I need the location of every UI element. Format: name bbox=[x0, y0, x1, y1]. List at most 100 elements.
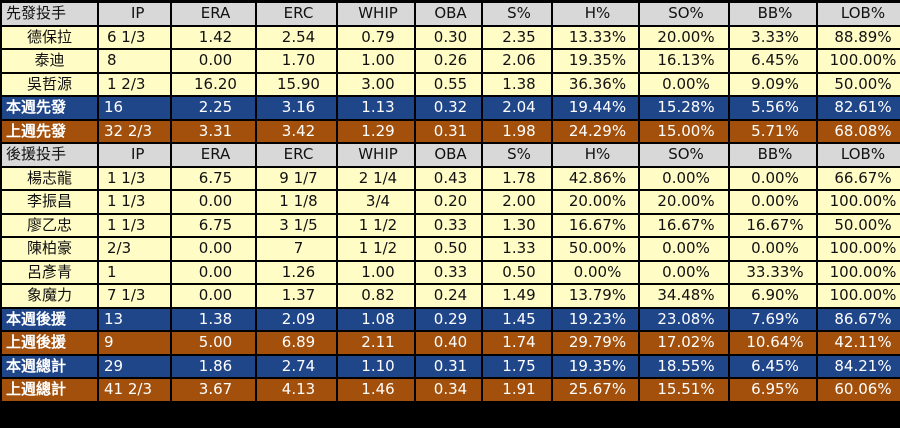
pitcher-name: 象魔力 bbox=[2, 285, 97, 307]
stat-cell: 100.00% bbox=[818, 191, 900, 213]
summary-stat-cell: 84.21% bbox=[818, 355, 900, 377]
summary-stat-cell: 10.64% bbox=[730, 332, 816, 354]
stat-cell: 36.36% bbox=[553, 73, 638, 95]
stat-cell: 13.79% bbox=[553, 285, 638, 307]
stat-cell: 0.55 bbox=[416, 73, 481, 95]
stat-cell: 0.00% bbox=[640, 73, 728, 95]
stat-cell: 34.48% bbox=[640, 285, 728, 307]
summary-stat-cell: 18.55% bbox=[640, 355, 728, 377]
stat-cell: 1.37 bbox=[257, 285, 336, 307]
summary-stat-cell: 6.45% bbox=[730, 355, 816, 377]
column-header-era: ERA bbox=[172, 3, 255, 25]
summary-stat-cell: 1.38 bbox=[172, 308, 255, 330]
summary-stat-cell: 32 2/3 bbox=[99, 120, 170, 142]
column-header-lob-pct: LOB% bbox=[818, 144, 900, 166]
relievers-header-row: 後援投手 IP ERA ERC WHIP OBA S% H% SO% BB% LOB% bbox=[2, 144, 900, 166]
stat-cell: 1.42 bbox=[172, 26, 255, 48]
summary-stat-cell: 60.06% bbox=[818, 379, 900, 401]
stat-cell: 7 1/3 bbox=[99, 285, 170, 307]
stat-cell: 2/3 bbox=[99, 238, 170, 260]
summary-label: 本週總計 bbox=[2, 355, 97, 377]
stat-cell: 6.45% bbox=[730, 50, 816, 72]
summary-stat-cell: 2.74 bbox=[257, 355, 336, 377]
stat-cell: 20.00% bbox=[640, 191, 728, 213]
column-header-ip: IP bbox=[99, 3, 170, 25]
stat-cell: 0.33 bbox=[416, 261, 481, 283]
summary-row: 本週總計 29 1.86 2.74 1.10 0.31 1.75 19.35% 18.55% 6.… bbox=[2, 355, 900, 377]
column-header-s-pct: S% bbox=[483, 144, 551, 166]
summary-stat-cell: 17.02% bbox=[640, 332, 728, 354]
pitcher-name: 呂彥青 bbox=[2, 261, 97, 283]
stat-cell: 0.33 bbox=[416, 214, 481, 236]
summary-stat-cell: 1.46 bbox=[338, 379, 414, 401]
pitcher-name: 陳柏豪 bbox=[2, 238, 97, 260]
summary-stat-cell: 16 bbox=[99, 97, 170, 119]
summary-label: 上週先發 bbox=[2, 120, 97, 142]
pitcher-name: 泰迪 bbox=[2, 50, 97, 72]
column-header-so-pct: SO% bbox=[640, 144, 728, 166]
stat-cell: 0.26 bbox=[416, 50, 481, 72]
stat-cell: 1 1/2 bbox=[338, 238, 414, 260]
summary-label: 上週總計 bbox=[2, 379, 97, 401]
summary-stat-cell: 1.10 bbox=[338, 355, 414, 377]
stat-cell: 0.00% bbox=[640, 167, 728, 189]
summary-stat-cell: 0.32 bbox=[416, 97, 481, 119]
pitcher-row: 象魔力 7 1/3 0.00 1.37 0.82 0.24 1.49 13.79% 34.48%… bbox=[2, 285, 900, 307]
column-header-so-pct: SO% bbox=[640, 3, 728, 25]
stat-cell: 1.78 bbox=[483, 167, 551, 189]
column-header-ip: IP bbox=[99, 144, 170, 166]
summary-stat-cell: 0.34 bbox=[416, 379, 481, 401]
stat-cell: 7 bbox=[257, 238, 336, 260]
summary-stat-cell: 3.31 bbox=[172, 120, 255, 142]
summary-stat-cell: 0.31 bbox=[416, 355, 481, 377]
summary-label: 本週後援 bbox=[2, 308, 97, 330]
stat-cell: 1.33 bbox=[483, 238, 551, 260]
stat-cell: 0.50 bbox=[416, 238, 481, 260]
stat-cell: 3/4 bbox=[338, 191, 414, 213]
stat-cell: 1 1/2 bbox=[338, 214, 414, 236]
stat-cell: 100.00% bbox=[818, 261, 900, 283]
pitcher-row: 廖乙忠 1 1/3 6.75 3 1/5 1 1/2 0.33 1.30 16.67% 16.6… bbox=[2, 214, 900, 236]
summary-stat-cell: 0.31 bbox=[416, 120, 481, 142]
stat-cell: 2.00 bbox=[483, 191, 551, 213]
stat-cell: 6.75 bbox=[172, 167, 255, 189]
summary-stat-cell: 3.42 bbox=[257, 120, 336, 142]
summary-row: 上週總計 41 2/3 3.67 4.13 1.46 0.34 1.91 25.67% 15.5… bbox=[2, 379, 900, 401]
stat-cell: 0.00 bbox=[172, 191, 255, 213]
stat-cell: 0.00 bbox=[172, 285, 255, 307]
stat-cell: 33.33% bbox=[730, 261, 816, 283]
stat-cell: 100.00% bbox=[818, 50, 900, 72]
summary-stat-cell: 19.44% bbox=[553, 97, 638, 119]
pitcher-name: 吳哲源 bbox=[2, 73, 97, 95]
summary-stat-cell: 2.09 bbox=[257, 308, 336, 330]
pitcher-name: 德保拉 bbox=[2, 26, 97, 48]
stat-cell: 20.00% bbox=[640, 26, 728, 48]
pitcher-row: 泰迪 8 0.00 1.70 1.00 0.26 2.06 19.35% 16.13% 6.45%… bbox=[2, 50, 900, 72]
stat-cell: 100.00% bbox=[818, 285, 900, 307]
stat-cell: 2.06 bbox=[483, 50, 551, 72]
summary-stat-cell: 29 bbox=[99, 355, 170, 377]
stat-cell: 0.50 bbox=[483, 261, 551, 283]
column-header-erc: ERC bbox=[257, 144, 336, 166]
summary-stat-cell: 19.23% bbox=[553, 308, 638, 330]
stat-cell: 16.67% bbox=[640, 214, 728, 236]
stat-cell: 1 1/3 bbox=[99, 214, 170, 236]
summary-row: 上週先發 32 2/3 3.31 3.42 1.29 0.31 1.98 24.29% 15.0… bbox=[2, 120, 900, 142]
summary-stat-cell: 1.13 bbox=[338, 97, 414, 119]
stat-cell: 0.20 bbox=[416, 191, 481, 213]
summary-stat-cell: 15.51% bbox=[640, 379, 728, 401]
stat-cell: 0.00% bbox=[730, 238, 816, 260]
summary-stat-cell: 5.56% bbox=[730, 97, 816, 119]
summary-stat-cell: 2.11 bbox=[338, 332, 414, 354]
stat-cell: 1 2/3 bbox=[99, 73, 170, 95]
summary-stat-cell: 6.95% bbox=[730, 379, 816, 401]
column-header-era: ERA bbox=[172, 144, 255, 166]
summary-row: 本週後援 13 1.38 2.09 1.08 0.29 1.45 19.23% 23.08% 7.… bbox=[2, 308, 900, 330]
summary-row: 本週先發 16 2.25 3.16 1.13 0.32 2.04 19.44% 15.28% 5.… bbox=[2, 97, 900, 119]
stat-cell: 50.00% bbox=[553, 238, 638, 260]
summary-stat-cell: 0.29 bbox=[416, 308, 481, 330]
table-body: 先發投手 IP ERA ERC WHIP OBA S% H% SO% BB% LOB% 德保拉 6 1/… bbox=[2, 3, 900, 401]
summary-stat-cell: 29.79% bbox=[553, 332, 638, 354]
stat-cell: 50.00% bbox=[818, 73, 900, 95]
stat-cell: 13.33% bbox=[553, 26, 638, 48]
